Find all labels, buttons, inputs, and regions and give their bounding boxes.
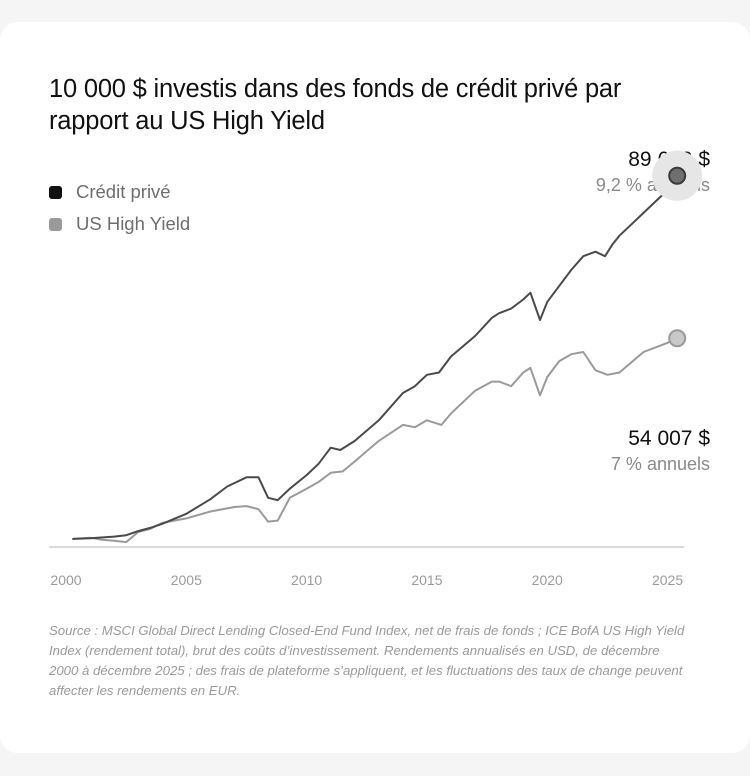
legend-swatch-high-yield (49, 217, 62, 231)
series-line-private-credit (72, 174, 679, 540)
x-tick-label-2015: 2015 (411, 572, 442, 588)
end-value-high-yield: 54 007 $ 7 % annuels (611, 426, 710, 476)
x-tick-label-2020: 2020 (532, 572, 563, 588)
x-tick-label-2005: 2005 (171, 572, 202, 588)
end-marker-high-yield (668, 329, 687, 348)
x-tick-label-2025: 2025 (652, 572, 683, 588)
source-note: Source : MSCI Global Direct Lending Clos… (49, 623, 685, 698)
chart-card (0, 22, 750, 753)
series-line-high-yield (72, 337, 679, 544)
end-marker-private-credit (668, 166, 687, 185)
legend-item-high-yield: US High Yield (49, 208, 190, 240)
legend-label-private-credit: Crédit privé (76, 181, 171, 202)
legend-item-private-credit: Crédit privé (49, 176, 190, 208)
legend-label-high-yield: US High Yield (76, 213, 191, 234)
legend-swatch-private-credit (49, 185, 62, 199)
end-amount-high-yield: 54 007 $ (628, 427, 710, 450)
end-rate-high-yield: 7 % annuels (610, 454, 710, 474)
x-tick-label-2000: 2000 (50, 572, 81, 588)
x-tick-label-2010: 2010 (291, 572, 322, 588)
chart-title: 10 000 $ investis dans des fonds de créd… (49, 75, 622, 135)
legend: Crédit privé US High Yield (49, 176, 190, 240)
line-chart: 2000 2005 2010 2015 2020 2025 (49, 150, 703, 588)
